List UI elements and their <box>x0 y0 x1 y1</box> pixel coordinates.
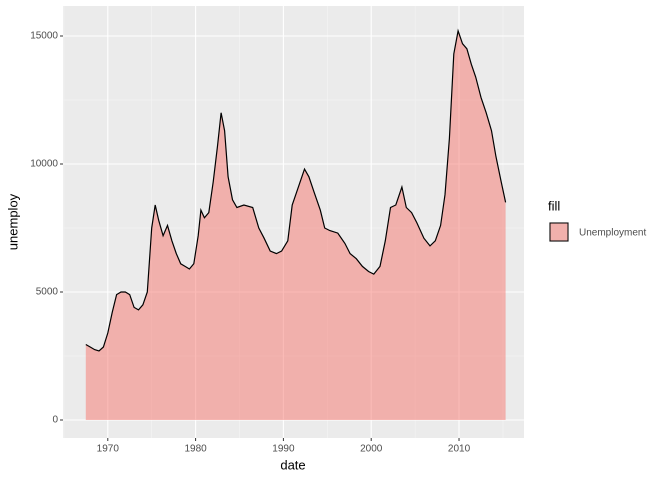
x-tick-label: 1990 <box>272 444 295 455</box>
y-tick-label: 5000 <box>36 287 59 298</box>
y-tick-label: 15000 <box>30 31 58 42</box>
area-line <box>85 28 507 352</box>
legend-label: Unemployment <box>579 228 646 239</box>
legend-swatch <box>549 222 569 242</box>
y-axis-label: unemploy <box>5 193 20 250</box>
legend-title: fill <box>548 198 560 213</box>
x-tick-label: 1980 <box>184 444 207 455</box>
x-tick-label: 2010 <box>448 444 471 455</box>
x-tick-label: 1970 <box>97 444 120 455</box>
area <box>85 30 506 421</box>
x-tick-label: 2000 <box>360 444 383 455</box>
y-tick-label: 10000 <box>30 159 58 170</box>
y-tick-label: 0 <box>52 415 58 426</box>
x-axis-label: date <box>280 457 305 472</box>
